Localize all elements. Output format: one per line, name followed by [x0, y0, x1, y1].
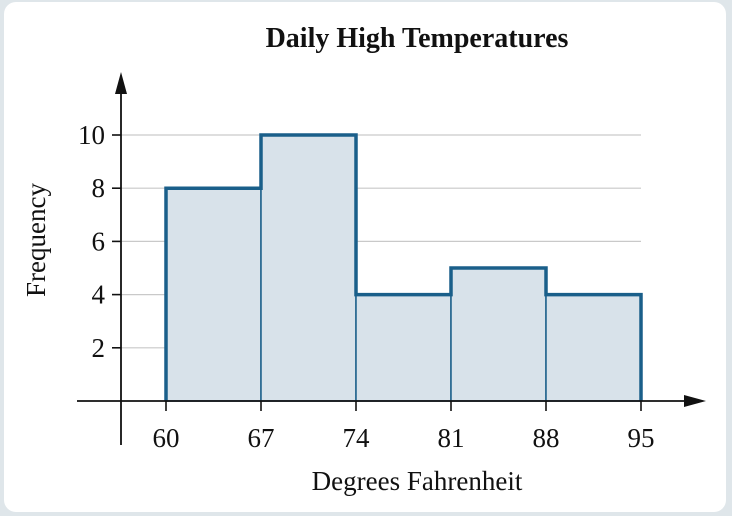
y-axis-label: Frequency [21, 183, 51, 297]
x-tick-label: 88 [533, 423, 560, 453]
axes [77, 72, 706, 445]
x-tick-label: 60 [153, 423, 180, 453]
x-axis-label: Degrees Fahrenheit [312, 466, 523, 496]
x-tick-label: 95 [628, 423, 655, 453]
histogram-bar [450, 267, 547, 402]
chart-title: Daily High Temperatures [266, 23, 569, 54]
y-tick-label: 4 [92, 280, 106, 310]
y-tick-label: 8 [92, 173, 106, 203]
y-axis-ticks: 2 4 6 8 10 [78, 120, 121, 363]
histogram-bar [260, 134, 357, 402]
y-tick-label: 2 [92, 333, 106, 363]
histogram-bar [355, 293, 452, 402]
histogram-outline [164, 133, 643, 401]
x-tick-label: 81 [438, 423, 465, 453]
y-axis-arrow [115, 72, 127, 94]
histogram-bars [164, 133, 643, 402]
x-axis-ticks: 60 67 74 81 88 95 [153, 401, 655, 453]
histogram-bar [165, 187, 262, 402]
y-tick-label: 10 [78, 120, 105, 150]
x-axis-arrow [684, 395, 706, 407]
y-tick-label: 6 [92, 226, 106, 256]
histogram-bar [545, 293, 642, 402]
x-tick-label: 74 [343, 423, 371, 453]
x-tick-label: 67 [248, 423, 275, 453]
